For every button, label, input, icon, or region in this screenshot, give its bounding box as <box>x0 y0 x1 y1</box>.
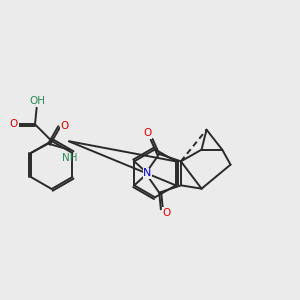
Text: NH: NH <box>62 153 77 163</box>
Text: O: O <box>143 128 152 138</box>
Text: O: O <box>60 121 68 131</box>
Text: N: N <box>143 168 152 178</box>
Text: OH: OH <box>29 96 45 106</box>
Text: O: O <box>10 119 18 129</box>
Text: O: O <box>163 208 171 218</box>
